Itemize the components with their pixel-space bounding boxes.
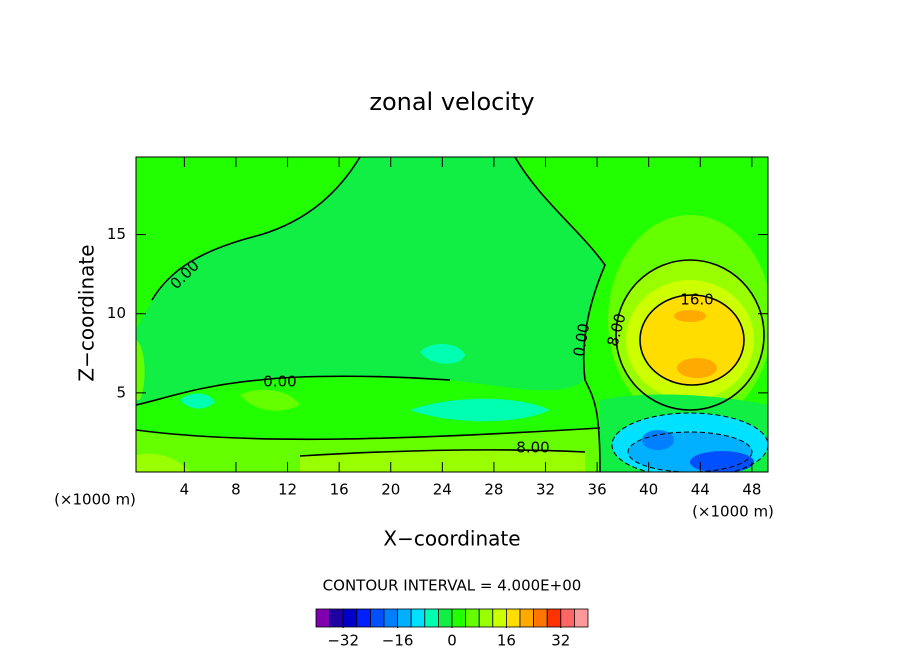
- colorbar-box: [410, 608, 426, 628]
- colorbar-box: [519, 608, 535, 628]
- region: [677, 358, 717, 378]
- colorbar-box: [424, 608, 439, 628]
- colorbar-tick-label: −32: [327, 632, 359, 650]
- x-tick-label: 20: [381, 481, 400, 499]
- contour-label: 8.00: [516, 439, 549, 457]
- x-tick-label: 28: [484, 481, 503, 499]
- colorbar-box: [342, 608, 358, 628]
- contour-line: [615, 259, 765, 411]
- region: [642, 430, 674, 450]
- colorbar-box: [546, 608, 562, 628]
- y-unit: (×1000 m): [54, 491, 136, 509]
- contour-line: [611, 412, 768, 472]
- x-unit: (×1000 m): [692, 503, 774, 521]
- colorbar-box: [505, 608, 521, 628]
- x-tick-label: 44: [691, 481, 710, 499]
- contour-label: 0.00: [263, 373, 296, 391]
- colorbar-box: [574, 608, 589, 628]
- x-tick-label: 48: [742, 481, 761, 499]
- chart-title: zonal velocity: [369, 88, 534, 116]
- contour-line: [639, 294, 745, 386]
- region: [136, 157, 605, 405]
- colorbar-box: [465, 608, 480, 628]
- x-tick-label: 24: [433, 481, 452, 499]
- y-tick-label: 5: [116, 383, 126, 401]
- contour-label: 16.0: [680, 291, 713, 309]
- region: [640, 295, 744, 385]
- colorbar-box: [437, 608, 453, 628]
- x-tick-label: 4: [180, 481, 190, 499]
- x-tick-label: 8: [231, 481, 241, 499]
- x-axis-label: X−coordinate: [383, 527, 520, 551]
- colorbar-box: [560, 608, 575, 628]
- colorbar-tick-label: 16: [497, 632, 516, 650]
- contour-fill: [136, 157, 768, 472]
- region: [136, 449, 585, 472]
- contour-line: [627, 431, 753, 472]
- x-tick-label: 16: [330, 481, 349, 499]
- colorbar-box: [492, 608, 507, 628]
- x-tick-label: 32: [536, 481, 555, 499]
- colorbar-box: [356, 608, 371, 628]
- colorbar-tick-label: 0: [447, 632, 457, 650]
- y-axis-label: Z−coordinate: [75, 244, 99, 381]
- x-tick-label: 36: [588, 481, 607, 499]
- region: [180, 344, 550, 422]
- colorbar-box: [533, 608, 548, 628]
- region: [674, 310, 706, 322]
- x-tick-label: 12: [278, 481, 297, 499]
- colorbar-box: [397, 608, 412, 628]
- contour-line: [136, 427, 601, 457]
- colorbar-box: [369, 608, 385, 628]
- contour-line: [136, 157, 606, 472]
- colorbar-tick-label: 32: [551, 632, 570, 650]
- plot-frame: [135, 156, 769, 473]
- colorbar-box: [451, 608, 467, 628]
- x-tick-label: 40: [639, 481, 658, 499]
- colorbar-box: [329, 608, 344, 628]
- colorbar-box: [315, 608, 331, 628]
- contour-interval: CONTOUR INTERVAL = 4.000E+00: [323, 577, 582, 595]
- y-tick-label: 10: [107, 304, 126, 322]
- colorbar-box: [478, 608, 494, 628]
- colorbar-box: [383, 608, 399, 628]
- colorbar-tick-label: −16: [382, 632, 414, 650]
- region: [690, 451, 754, 472]
- contour-label: 0.00: [570, 322, 594, 358]
- y-tick-label: 15: [107, 225, 126, 243]
